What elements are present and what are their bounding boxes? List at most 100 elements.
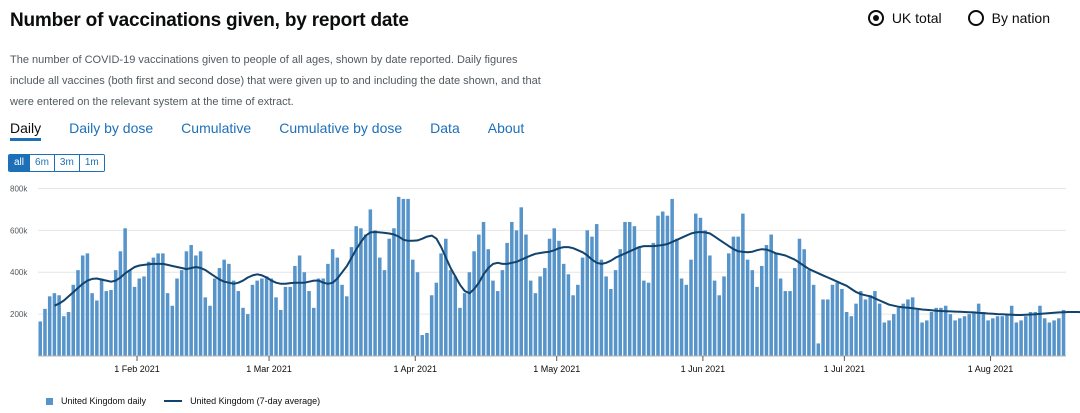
bar bbox=[373, 230, 377, 356]
bar bbox=[208, 305, 212, 356]
range-3m-button[interactable]: 3m bbox=[53, 155, 79, 171]
bar bbox=[231, 280, 236, 356]
bar bbox=[599, 259, 604, 356]
bar bbox=[321, 278, 325, 356]
time-range-selector: all 6m 3m 1m bbox=[8, 154, 105, 172]
bar bbox=[604, 276, 608, 356]
bar bbox=[755, 286, 759, 356]
tab-daily-by-dose[interactable]: Daily by dose bbox=[69, 120, 154, 136]
tab-about[interactable]: About bbox=[487, 120, 525, 136]
bar bbox=[363, 234, 368, 356]
radio-checked-icon bbox=[867, 10, 884, 26]
bar bbox=[613, 270, 618, 356]
bar bbox=[137, 278, 142, 356]
bar bbox=[802, 249, 806, 356]
legend-item-average: United Kingdom (7-day average) bbox=[164, 396, 320, 406]
bar bbox=[826, 299, 830, 356]
bar bbox=[142, 276, 146, 356]
bar bbox=[877, 303, 882, 356]
bar bbox=[260, 278, 264, 356]
bar bbox=[113, 270, 118, 356]
radio-by-nation[interactable]: By nation bbox=[967, 10, 1050, 26]
bar bbox=[901, 303, 905, 356]
radio-uk-total-label: UK total bbox=[891, 10, 942, 26]
bar bbox=[580, 257, 585, 356]
range-1m-button[interactable]: 1m bbox=[78, 155, 104, 171]
bar bbox=[368, 209, 373, 356]
chart-legend: United Kingdom daily United Kingdom (7-d… bbox=[46, 396, 320, 406]
bar bbox=[986, 320, 990, 356]
bar bbox=[939, 307, 943, 356]
bar bbox=[66, 312, 71, 356]
bar bbox=[467, 272, 472, 356]
bar bbox=[953, 320, 957, 356]
bar bbox=[245, 314, 250, 356]
bar bbox=[835, 282, 839, 356]
radio-uk-total[interactable]: UK total bbox=[867, 10, 942, 26]
bar bbox=[505, 242, 509, 356]
bar bbox=[203, 297, 208, 356]
tab-cumulative[interactable]: Cumulative bbox=[181, 120, 252, 136]
bar bbox=[170, 305, 175, 356]
bar bbox=[566, 274, 571, 356]
bar bbox=[52, 293, 57, 356]
bar bbox=[241, 307, 245, 356]
bar bbox=[62, 316, 66, 356]
bar bbox=[1000, 316, 1004, 356]
bar bbox=[665, 215, 670, 356]
legend-average-label: United Kingdom (7-day average) bbox=[190, 396, 321, 406]
bar bbox=[948, 314, 953, 356]
bar bbox=[849, 316, 854, 356]
range-all-button[interactable]: all bbox=[9, 155, 30, 171]
x-tick-label: 1 Aug 2021 bbox=[968, 364, 1014, 374]
legend-item-daily: United Kingdom daily bbox=[46, 396, 146, 406]
bar bbox=[491, 280, 495, 356]
range-6m-button[interactable]: 6m bbox=[29, 155, 54, 171]
bar bbox=[557, 240, 561, 356]
bar bbox=[274, 297, 278, 356]
y-tick-label: 800k bbox=[10, 184, 28, 193]
bar bbox=[354, 226, 358, 356]
bar bbox=[278, 309, 283, 356]
bar bbox=[425, 332, 429, 356]
bar bbox=[910, 297, 915, 356]
bar bbox=[693, 213, 698, 356]
bar bbox=[703, 230, 707, 356]
bar bbox=[576, 284, 580, 356]
bar bbox=[71, 284, 76, 356]
bar bbox=[750, 270, 755, 356]
bar bbox=[764, 245, 769, 356]
bar bbox=[642, 280, 646, 356]
bar bbox=[227, 263, 231, 356]
bar bbox=[962, 316, 967, 356]
bar bbox=[415, 272, 420, 356]
bar bbox=[250, 284, 255, 356]
bar bbox=[189, 245, 193, 356]
bar bbox=[920, 322, 924, 356]
bar bbox=[307, 291, 311, 356]
bar bbox=[439, 253, 443, 356]
bar bbox=[675, 238, 679, 356]
bar bbox=[1042, 318, 1047, 356]
bar bbox=[830, 284, 835, 356]
bar bbox=[165, 293, 170, 356]
bar bbox=[264, 276, 269, 356]
bar bbox=[481, 221, 486, 356]
bar bbox=[396, 196, 401, 356]
bar bbox=[854, 303, 858, 356]
tab-daily[interactable]: Daily bbox=[10, 120, 42, 141]
tab-cumulative-by-dose[interactable]: Cumulative by dose bbox=[279, 120, 403, 136]
tab-data[interactable]: Data bbox=[430, 120, 460, 136]
bar bbox=[128, 270, 132, 356]
bar bbox=[1024, 316, 1028, 356]
bar bbox=[528, 280, 533, 356]
bar bbox=[95, 300, 99, 356]
bar bbox=[1047, 322, 1052, 356]
bar bbox=[623, 221, 627, 356]
bar bbox=[500, 270, 505, 356]
bar bbox=[38, 321, 43, 356]
bar bbox=[991, 318, 995, 356]
bar bbox=[929, 312, 934, 356]
bar bbox=[882, 322, 887, 356]
bar bbox=[57, 295, 61, 356]
